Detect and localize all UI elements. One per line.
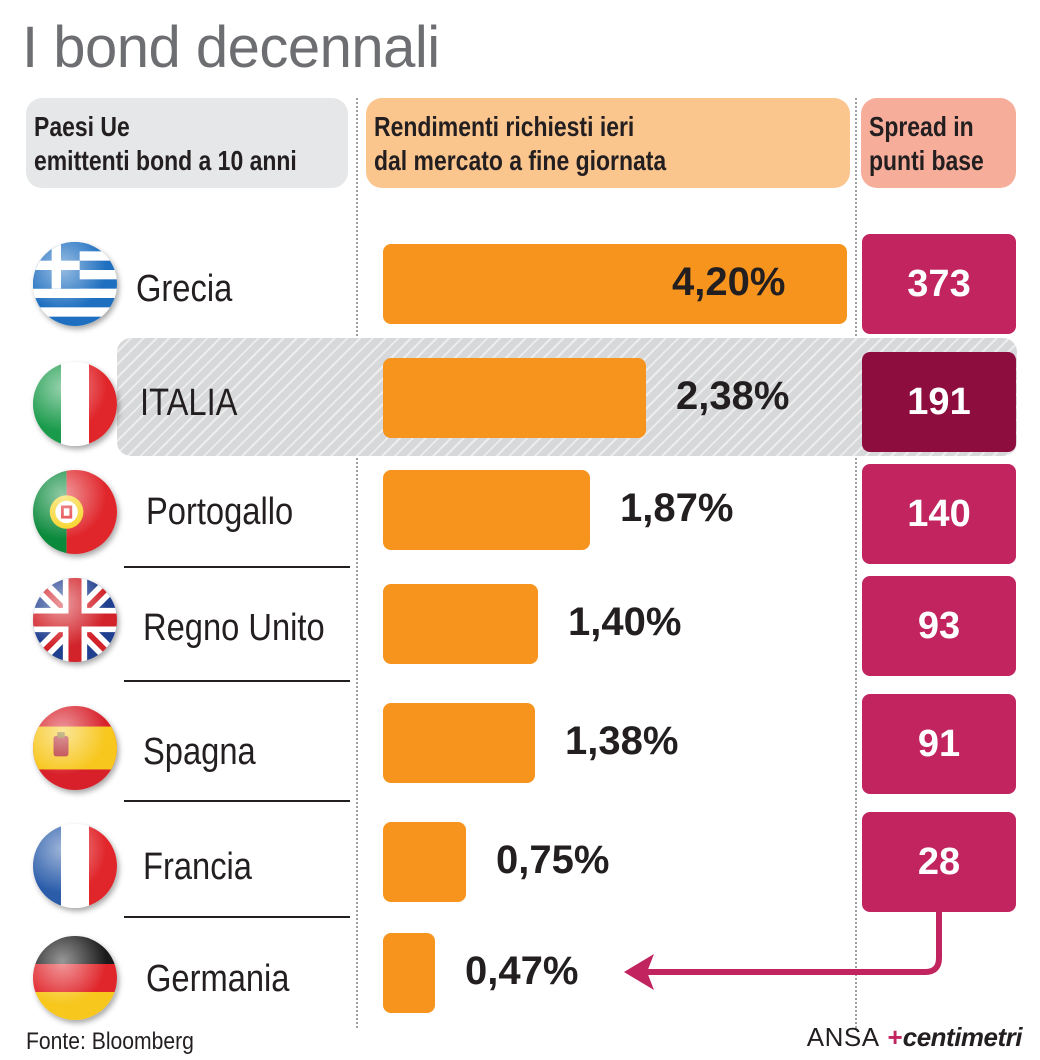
spread-box: 140 xyxy=(862,464,1016,564)
country-label: Germania xyxy=(146,958,290,1000)
yield-bar xyxy=(383,822,466,902)
spread-value: 373 xyxy=(907,262,971,305)
page-title: I bond decennali xyxy=(22,15,440,80)
yield-bar xyxy=(383,470,590,550)
spread-value: 191 xyxy=(907,380,971,423)
yield-value-label: 4,20% xyxy=(672,260,786,304)
row-separator xyxy=(124,916,350,918)
yield-bar xyxy=(383,358,646,438)
yield-bar xyxy=(383,933,435,1013)
spread-box: 28 xyxy=(862,812,1016,912)
brand-name: centimetri xyxy=(902,1022,1023,1052)
yield-bar xyxy=(383,584,538,664)
spread-value: 91 xyxy=(917,722,961,765)
yield-column-header: Rendimenti richiesti ieri dal mercato a … xyxy=(366,98,850,188)
header-text: punti base xyxy=(869,145,984,176)
header-text: emittenti bond a 10 anni xyxy=(34,145,297,176)
spread-value: 28 xyxy=(917,840,961,883)
spain-flag-icon xyxy=(33,706,117,790)
spread-value: 93 xyxy=(917,604,961,647)
country-label: Francia xyxy=(143,846,252,888)
yield-bar xyxy=(383,703,535,783)
country-label: Grecia xyxy=(136,268,233,310)
country-column-header: Paesi Ue emittenti bond a 10 anni xyxy=(26,98,348,188)
row-separator xyxy=(124,680,350,682)
credit-logo: ANSA +centimetri xyxy=(806,1022,1023,1053)
agency-name: ANSA xyxy=(806,1022,880,1052)
germany-flag-icon xyxy=(33,936,117,1020)
greece-flag-icon xyxy=(33,242,117,326)
france-flag-icon xyxy=(33,824,117,908)
spread-box-highlighted: 191 xyxy=(862,352,1016,452)
yield-value-label: 1,87% xyxy=(620,486,734,530)
yield-value-label: 1,40% xyxy=(568,600,682,644)
spread-box: 373 xyxy=(862,234,1016,334)
country-label: Portogallo xyxy=(146,491,294,533)
source-note: Fonte: Bloomberg xyxy=(26,1028,194,1055)
spread-value: 140 xyxy=(907,492,971,535)
uk-flag-icon xyxy=(33,578,117,662)
column-divider xyxy=(855,98,857,1028)
country-label: Spagna xyxy=(143,731,256,773)
country-label: Regno Unito xyxy=(143,607,325,649)
italy-flag-icon xyxy=(33,362,117,446)
row-separator xyxy=(124,800,350,802)
yield-value-label: 1,38% xyxy=(565,719,679,763)
header-text: Rendimenti richiesti ieri xyxy=(374,111,635,142)
spread-box: 91 xyxy=(862,694,1016,794)
yield-value-label: 0,75% xyxy=(496,838,610,882)
yield-bar xyxy=(383,244,847,324)
row-separator xyxy=(124,566,350,568)
header-text: Paesi Ue xyxy=(34,111,130,142)
yield-value-label: 0,47% xyxy=(465,949,579,993)
spread-box: 93 xyxy=(862,576,1016,676)
column-divider xyxy=(356,98,358,1028)
spread-column-header: Spread in punti base xyxy=(861,98,1016,188)
country-label: ITALIA xyxy=(140,382,238,424)
header-text: dal mercato a fine giornata xyxy=(374,145,667,176)
portugal-flag-icon xyxy=(33,470,117,554)
credit-mark: + xyxy=(887,1022,903,1052)
yield-value-label: 2,38% xyxy=(676,374,790,418)
header-text: Spread in xyxy=(869,111,974,142)
